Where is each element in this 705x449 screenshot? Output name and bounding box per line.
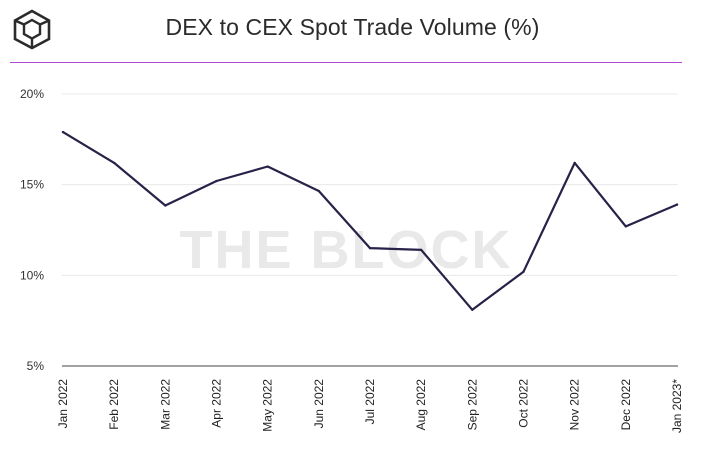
y-tick-label: 15% <box>20 178 44 192</box>
x-tick-label: Dec 2022 <box>619 379 633 431</box>
data-point <box>164 204 167 207</box>
data-point <box>368 246 372 250</box>
watermark: THE BLOCK <box>180 220 513 280</box>
data-point <box>573 161 576 165</box>
x-axis: Jan 2022 Feb 2022 Mar 2022 Apr 2022 May 2022… <box>56 379 684 433</box>
y-tick-label: 20% <box>20 87 44 101</box>
x-tick-label: Aug 2022 <box>414 379 428 431</box>
y-tick-label: 10% <box>20 268 44 282</box>
x-tick-label: Feb 2022 <box>107 379 121 430</box>
x-tick-label: Nov 2022 <box>568 379 582 431</box>
x-tick-label: May 2022 <box>261 379 275 432</box>
data-point <box>675 203 679 206</box>
data-point <box>419 248 423 252</box>
data-point <box>215 179 218 183</box>
x-tick-label: Oct 2022 <box>517 379 531 428</box>
header-divider <box>10 62 682 63</box>
y-axis: 5% 10% 15% 20% <box>20 87 44 373</box>
x-tick-label: Mar 2022 <box>158 379 172 430</box>
gridlines <box>62 93 678 367</box>
data-point <box>471 308 474 311</box>
data-point <box>317 189 321 193</box>
data-point <box>266 165 269 168</box>
y-tick-label: 5% <box>27 359 45 373</box>
the-block-logo-icon <box>13 9 51 50</box>
chart-title: DEX to CEX Spot Trade Volume (%) <box>165 14 540 40</box>
x-tick-label: Jun 2022 <box>312 379 326 429</box>
data-point <box>61 130 65 134</box>
x-tick-label: Apr 2022 <box>210 379 224 428</box>
data-point <box>522 270 525 273</box>
x-tick-label: Sep 2022 <box>465 379 479 431</box>
x-tick-label: Jan 2023* <box>670 379 684 433</box>
data-point <box>112 161 116 165</box>
x-tick-label: Jan 2022 <box>56 379 70 429</box>
series-group <box>61 130 679 311</box>
data-point <box>624 225 628 228</box>
x-tick-label: Jul 2022 <box>363 379 377 425</box>
chart-header: DEX to CEX Spot Trade Volume (%) <box>0 0 705 62</box>
